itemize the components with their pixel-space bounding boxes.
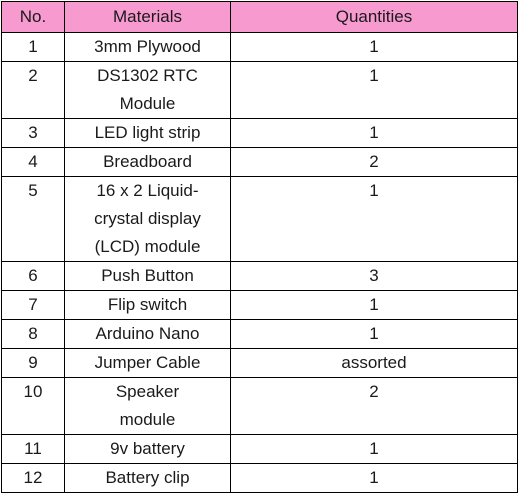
row-number: 1	[1, 32, 65, 62]
row-quantity: 1	[230, 463, 518, 493]
row-quantity: 1	[230, 118, 518, 148]
table-row: 12 Battery clip 1	[1, 463, 518, 493]
row-material: 9v battery	[64, 434, 231, 464]
material-text: Arduino Nano	[95, 324, 200, 343]
material-text: Push Button	[101, 266, 194, 285]
table-row: 6 Push Button 3	[1, 261, 518, 291]
row-quantity: 1	[230, 176, 518, 262]
material-text: 9v battery	[110, 439, 185, 458]
material-text: LED light strip	[94, 123, 201, 142]
table-row: 10 Speaker module 2	[1, 377, 518, 435]
header-quantities: Quantities	[230, 1, 518, 33]
row-number: 11	[1, 434, 65, 464]
table-row: 3 LED light strip 1	[1, 118, 518, 148]
row-material: DS1302 RTC Module	[64, 61, 231, 119]
row-number: 8	[1, 319, 65, 349]
row-number: 10	[1, 377, 65, 435]
material-text: Flip switch	[107, 295, 188, 314]
row-number: 7	[1, 290, 65, 320]
row-quantity: 2	[230, 147, 518, 177]
material-text: DS1302 RTC Module	[97, 66, 198, 113]
row-material: Breadboard	[64, 147, 231, 177]
materials-table: No. Materials Quantities 1 3mm Plywood 1…	[1, 1, 518, 493]
header-materials: Materials	[64, 1, 231, 33]
row-quantity: 2	[230, 377, 518, 435]
material-text: 16 x 2 Liquid-crystal display (LCD) modu…	[94, 181, 201, 256]
table-row: 11 9v battery 1	[1, 434, 518, 464]
material-text: Battery clip	[105, 468, 190, 487]
row-quantity: 3	[230, 261, 518, 291]
table-row: 5 16 x 2 Liquid-crystal display (LCD) mo…	[1, 176, 518, 262]
row-number: 2	[1, 61, 65, 119]
row-quantity: 1	[230, 434, 518, 464]
row-number: 12	[1, 463, 65, 493]
row-quantity: 1	[230, 290, 518, 320]
table-row: 8 Arduino Nano 1	[1, 319, 518, 349]
row-quantity: 1	[230, 61, 518, 119]
header-no: No.	[1, 1, 65, 33]
row-material: Speaker module	[64, 377, 231, 435]
row-material: Arduino Nano	[64, 319, 231, 349]
row-material: 16 x 2 Liquid-crystal display (LCD) modu…	[64, 176, 231, 262]
table-row: 1 3mm Plywood 1	[1, 32, 518, 62]
material-text: Breadboard	[103, 152, 192, 171]
row-material: Battery clip	[64, 463, 231, 493]
table-row: 2 DS1302 RTC Module 1	[1, 61, 518, 119]
row-number: 9	[1, 348, 65, 378]
row-material: 3mm Plywood	[64, 32, 231, 62]
header-row: No. Materials Quantities	[1, 1, 518, 33]
material-text: 3mm Plywood	[94, 37, 201, 56]
table-row: 4 Breadboard 2	[1, 147, 518, 177]
row-quantity: 1	[230, 319, 518, 349]
row-material: Flip switch	[64, 290, 231, 320]
row-number: 4	[1, 147, 65, 177]
material-text: Speaker module	[115, 382, 180, 429]
row-material: Push Button	[64, 261, 231, 291]
row-quantity: assorted	[230, 348, 518, 378]
row-quantity: 1	[230, 32, 518, 62]
table-row: 7 Flip switch 1	[1, 290, 518, 320]
row-number: 6	[1, 261, 65, 291]
row-number: 3	[1, 118, 65, 148]
row-material: Jumper Cable	[64, 348, 231, 378]
material-text: Jumper Cable	[94, 353, 201, 372]
table-row: 9 Jumper Cable assorted	[1, 348, 518, 378]
row-material: LED light strip	[64, 118, 231, 148]
row-number: 5	[1, 176, 65, 262]
